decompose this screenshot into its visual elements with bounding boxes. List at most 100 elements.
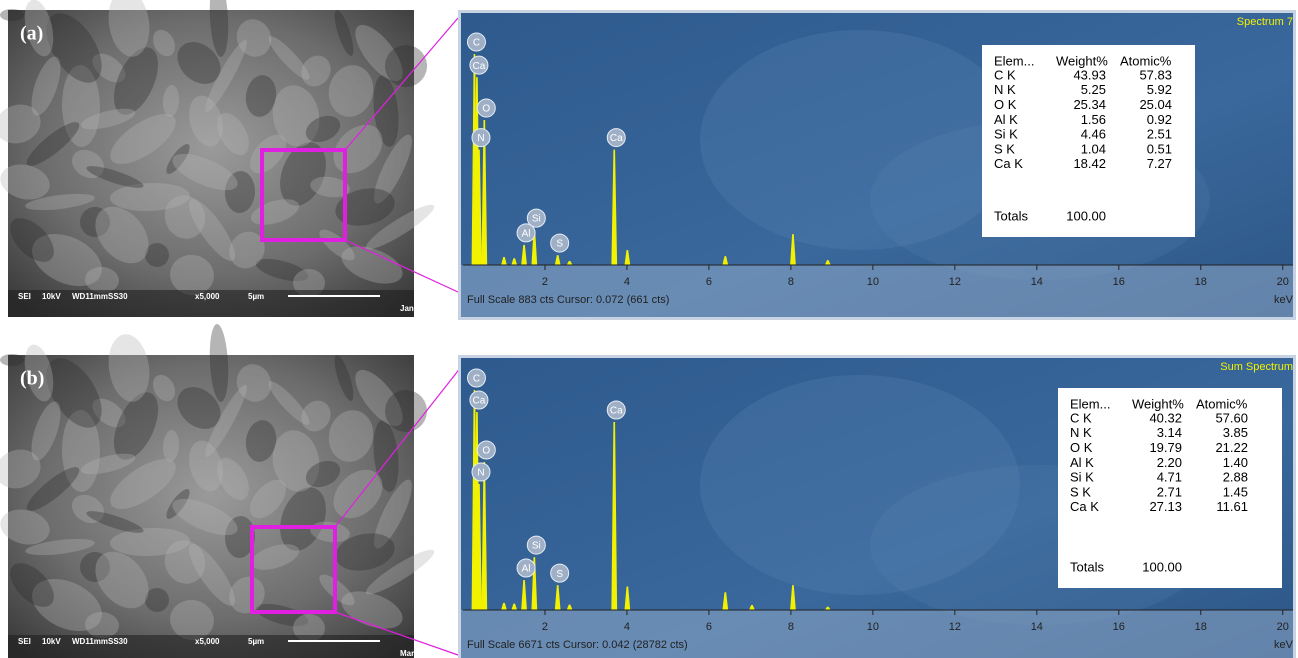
table-cell: 21.22: [1215, 440, 1248, 455]
peak-label: S: [556, 569, 563, 580]
table-cell: 1.56: [1081, 112, 1106, 127]
sem-info: Jan 04, 2022: [400, 304, 448, 313]
peak-label: Si: [532, 214, 541, 225]
x-axis-label: keV: [1274, 294, 1294, 306]
x-tick-label: 14: [1031, 276, 1043, 288]
peak-label: Al: [522, 564, 531, 575]
table-cell: 57.60: [1215, 410, 1248, 425]
table-header: Atomic%: [1196, 396, 1248, 411]
table-cell: 2.51: [1147, 127, 1172, 142]
table-cell: 25.04: [1139, 97, 1172, 112]
x-tick-label: 18: [1195, 276, 1207, 288]
table-cell: 3.14: [1157, 425, 1182, 440]
sem-info: x5,000: [195, 292, 220, 301]
table-cell: Al K: [994, 112, 1018, 127]
peak-label: Ca: [473, 61, 486, 72]
table-cell: N K: [1070, 425, 1092, 440]
table-cell: 4.71: [1157, 470, 1182, 485]
table-cell: Al K: [1070, 455, 1094, 470]
table-cell: 0.92: [1147, 112, 1172, 127]
table-cell: 11.61: [1216, 499, 1248, 514]
x-tick-label: 2: [542, 276, 548, 288]
table-totals: 100.00: [1066, 208, 1106, 223]
sem-info: SEI: [18, 637, 31, 646]
peak-label: O: [482, 104, 490, 115]
peak-label: Ca: [610, 133, 623, 144]
x-tick-label: 16: [1113, 621, 1125, 633]
panel-label: (b): [20, 368, 44, 390]
table-cell: 0.51: [1147, 141, 1172, 156]
table-cell: O K: [994, 97, 1017, 112]
x-axis-label: keV: [1274, 639, 1294, 651]
table-header: Elem...: [994, 53, 1034, 68]
x-tick-label: 20: [1277, 276, 1289, 288]
figure: SEI 10kV WD11mmSS30 x5,000 5µm Jan 04, 2022 (a…: [0, 0, 1298, 658]
sem-info: 10kV: [42, 637, 61, 646]
table-cell: 1.04: [1081, 141, 1106, 156]
peak-label: Ca: [473, 396, 486, 407]
x-tick-label: 6: [706, 621, 712, 633]
sem-info: SEI: [18, 292, 31, 301]
peak-label: Al: [522, 229, 531, 240]
table-cell: 2.71: [1157, 484, 1182, 499]
sem-texture: [0, 9, 24, 21]
spectrum-title: Sum Spectrum: [1220, 361, 1293, 373]
x-tick-label: 8: [788, 621, 794, 633]
table-cell: C K: [994, 67, 1016, 82]
table-cell: 43.93: [1073, 67, 1106, 82]
x-tick-label: 14: [1031, 621, 1043, 633]
table-cell: 4.46: [1081, 127, 1106, 142]
peak-label: Si: [532, 541, 541, 552]
table-cell: Si K: [994, 127, 1018, 142]
table-cell: 19.79: [1149, 440, 1182, 455]
table-cell: 3.85: [1223, 425, 1248, 440]
table-cell: 1.40: [1223, 455, 1248, 470]
table-cell: C K: [1070, 410, 1092, 425]
x-tick-label: 8: [788, 276, 794, 288]
panel-label: (a): [20, 23, 43, 45]
table-header: Atomic%: [1120, 53, 1172, 68]
x-tick-label: 20: [1277, 621, 1289, 633]
table-totals: Totals: [1070, 559, 1104, 574]
x-tick-label: 4: [624, 621, 630, 633]
table-cell: 18.42: [1073, 156, 1106, 171]
table-cell: S K: [994, 141, 1015, 156]
table-cell: Ca K: [1070, 499, 1099, 514]
peak-label: Ca: [610, 406, 623, 417]
peak-label: N: [477, 133, 484, 144]
table-cell: Si K: [1070, 470, 1094, 485]
sem-info: x5,000: [195, 637, 220, 646]
sem-info: Mar 04, 2022: [400, 649, 448, 658]
table-cell: 5.25: [1081, 82, 1106, 97]
table-cell: O K: [1070, 440, 1093, 455]
x-tick-label: 6: [706, 276, 712, 288]
x-tick-label: 10: [867, 621, 879, 633]
sem-info: 5µm: [248, 637, 264, 646]
x-tick-label: 12: [949, 276, 961, 288]
peak-label: C: [473, 374, 480, 385]
table-cell: 7.27: [1147, 156, 1172, 171]
axis-strip: [461, 265, 1293, 317]
x-tick-label: 16: [1113, 276, 1125, 288]
table-cell: S K: [1070, 484, 1091, 499]
table-cell: N K: [994, 82, 1016, 97]
footer: Full Scale 883 cts Cursor: 0.072 (661 ct…: [467, 294, 669, 306]
table-header: Elem...: [1070, 396, 1110, 411]
peak-label: C: [473, 38, 480, 49]
x-tick-label: 10: [867, 276, 879, 288]
sem-info: 5µm: [248, 292, 264, 301]
sem-info: WD11mmSS30: [72, 637, 128, 646]
peak-label: O: [482, 446, 490, 457]
sem-info: WD11mmSS30: [72, 292, 128, 301]
x-tick-label: 2: [542, 621, 548, 633]
table-cell: 2.20: [1157, 455, 1182, 470]
x-tick-label: 18: [1195, 621, 1207, 633]
spectrum-title: Spectrum 7: [1237, 16, 1293, 28]
table-totals: 100.00: [1142, 559, 1182, 574]
x-tick-label: 12: [949, 621, 961, 633]
x-tick-label: 4: [624, 276, 630, 288]
peak-label: N: [477, 468, 484, 479]
table-cell: 2.88: [1223, 470, 1248, 485]
table-cell: 25.34: [1073, 97, 1106, 112]
